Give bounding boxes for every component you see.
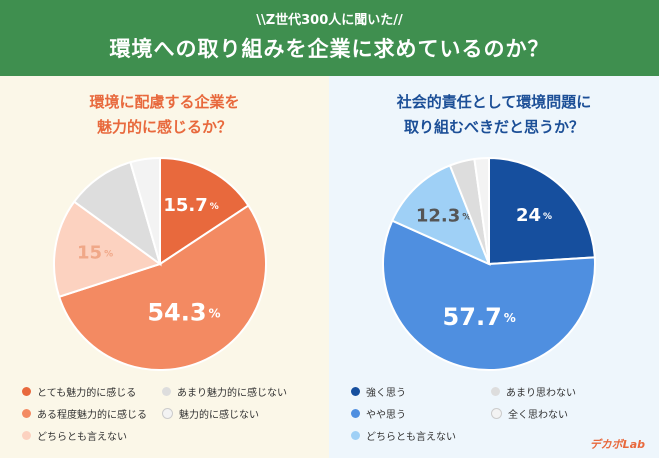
legend1-swatch-0 [351, 387, 360, 396]
right-chart-title: 社会的責任として環境問題に 取り組むべきだと思うか？ [329, 90, 659, 140]
pie1-label-1: 57.7% [443, 303, 516, 331]
pie0-slice-0 [159, 156, 250, 266]
legend0-item-4: どちらとも言えない [22, 428, 127, 443]
legend1-label-4: どちらとも言えない [366, 432, 456, 443]
legend1-item-2: やや思う [351, 406, 406, 421]
legend0-swatch-3 [162, 408, 173, 419]
left-panel: 環境に配慮する企業を 魅力的に感じるか？ 15.7% 54.3% 15% とても魅力… [0, 76, 329, 458]
legend0-swatch-4 [22, 431, 31, 440]
pie1-slice-4 [473, 156, 490, 265]
legend0-label-1: あまり魅力的に感じない [177, 388, 287, 399]
right-pie-chart: 24 % 57.7 % 12.3% [382, 156, 596, 371]
legend0-label-4: どちらとも言えない [37, 432, 127, 443]
legend0-swatch-0 [22, 387, 31, 396]
legend0-swatch-2 [22, 409, 31, 418]
header-subtitle: \\Z世代300人に聞いた// [256, 13, 403, 28]
pie0-slice-1 [57, 204, 267, 371]
pie0-slice-4 [129, 156, 161, 265]
pie0-slice-3 [72, 160, 162, 267]
right-panel: 社会的責任として環境問題に 取り組むべきだと思うか？ 24% 57.7% 12.3%… [329, 76, 659, 458]
pie1-slice-1 [382, 219, 596, 371]
left-pie-chart: 15.7 % 54.3 % 15% [53, 156, 267, 371]
legend1-item-3: 全く思わない [491, 406, 568, 421]
pie0-label-1: 54.3% [147, 299, 220, 327]
pie0-slice-2 [53, 200, 163, 299]
legend1-swatch-4 [351, 431, 360, 440]
legend1-label-0: 強く思う [366, 388, 406, 399]
legend0-swatch-1 [162, 387, 171, 396]
legend1-label-1: あまり思わない [506, 388, 576, 399]
pie1-label-2: 12.3% [416, 206, 471, 227]
legend0-label-0: とても魅力的に感じる [37, 388, 137, 399]
logo: デカボLab [589, 438, 645, 451]
legend0-label-3: 魅力的に感じない [179, 410, 259, 421]
legend0-item-0: とても魅力的に感じる [22, 384, 136, 399]
legend1-item-0: 強く思う [351, 384, 406, 399]
pie0-label-0: 15.7% [163, 195, 218, 216]
legend1-label-3: 全く思わない [508, 410, 568, 421]
legend1-item-1: あまり思わない [491, 384, 576, 399]
right-chart-title-text: 社会的責任として環境問題に 取り組むべきだと思うか？ [396, 93, 592, 136]
pie1-slice-0 [488, 156, 596, 266]
header-banner: \\Z世代300人に聞いた// 環境への取り組みを企業に求めているのか？ [0, 0, 659, 76]
pie1-label-0: 24% [516, 205, 552, 226]
left-chart-title: 環境に配慮する企業を 魅力的に感じるか？ [0, 90, 329, 140]
pie1-slice-2 [390, 164, 491, 266]
legend1-label-2: やや思う [366, 410, 406, 421]
legend0-item-3: 魅力的に感じない [162, 406, 259, 421]
legend0-item-1: あまり魅力的に感じない [162, 384, 287, 399]
legend0-item-2: ある程度魅力的に感じる [22, 406, 147, 421]
legend1-item-4: どちらとも言えない [351, 428, 456, 443]
legend1-swatch-2 [351, 409, 360, 418]
legend1-swatch-3 [491, 408, 502, 419]
legend1-swatch-1 [491, 387, 500, 396]
legend0-label-2: ある程度魅力的に感じる [37, 410, 147, 421]
left-chart-title-text: 環境に配慮する企業を 魅力的に感じるか？ [89, 93, 240, 136]
header-title: 環境への取り組みを企業に求めているのか？ [109, 37, 550, 61]
pie0-label-2: 15% [77, 243, 113, 264]
